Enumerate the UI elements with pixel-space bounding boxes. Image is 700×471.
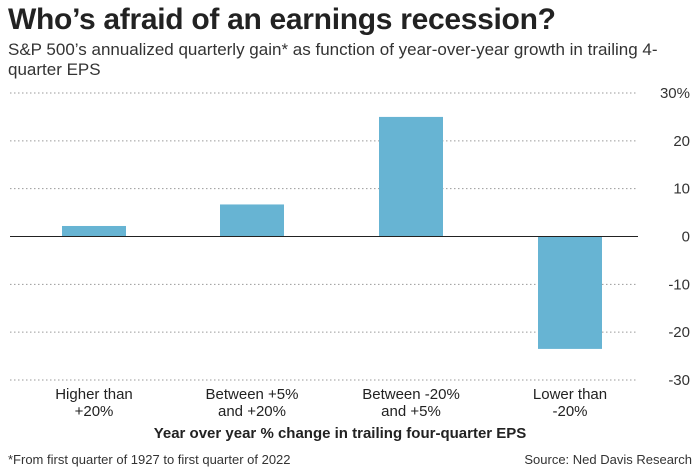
y-tick-label: -30	[668, 372, 690, 389]
x-axis-label: Year over year % change in trailing four…	[153, 425, 527, 442]
y-tick-label: 20	[673, 133, 690, 150]
x-tick-label: and +5%	[381, 403, 441, 420]
chart-subtitle: S&P 500’s annualized quarterly gain* as …	[8, 40, 658, 79]
bar	[220, 204, 284, 237]
x-tick-label: and +20%	[218, 403, 286, 420]
y-tick-labels: 30% 20 10 0 -10 -20 -30	[660, 85, 690, 389]
x-tick-label: +20%	[75, 403, 114, 420]
y-tick-label: -20	[668, 324, 690, 341]
bar	[538, 236, 602, 349]
x-tick-label: Between +5%	[206, 386, 299, 403]
x-tick-label: Higher than	[55, 386, 133, 403]
gridlines	[10, 92, 638, 381]
bars	[62, 116, 602, 349]
x-tick-label: Between -20%	[362, 386, 460, 403]
y-tick-label: 0	[682, 229, 690, 246]
x-tick-label: -20%	[552, 403, 587, 420]
bar	[379, 116, 443, 237]
bar	[62, 225, 126, 237]
y-tick-label: -10	[668, 276, 690, 293]
footnote: *From first quarter of 1927 to first qua…	[8, 452, 291, 467]
x-tick-label: Lower than	[533, 386, 607, 403]
source-note: Source: Ned Davis Research	[524, 452, 692, 467]
chart-title: Who’s afraid of an earnings recession?	[8, 3, 556, 36]
y-tick-label: 10	[673, 181, 690, 198]
y-tick-label: 30%	[660, 85, 690, 102]
x-tick-labels: Higher than+20% Between +5%and +20% Betwee…	[55, 386, 607, 420]
